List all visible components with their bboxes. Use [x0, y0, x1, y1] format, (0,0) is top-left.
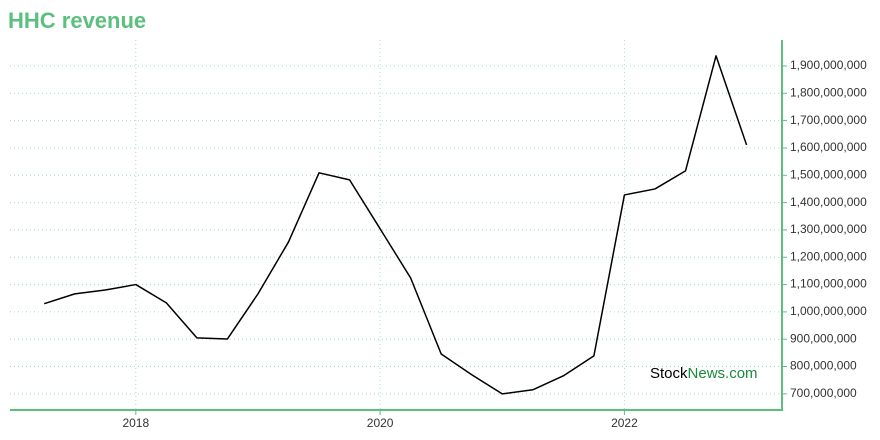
- y-tick-label: 1,900,000,000: [790, 58, 867, 72]
- x-tick-label: 2022: [611, 416, 638, 430]
- y-tick-label: 1,800,000,000: [790, 85, 867, 99]
- y-tick-label: 1,000,000,000: [790, 304, 867, 318]
- y-tick-label: 1,500,000,000: [790, 167, 867, 181]
- y-tick-label: 1,700,000,000: [790, 113, 867, 127]
- line: [43, 55, 748, 395]
- watermark-part: Stock: [650, 365, 688, 382]
- watermark-part: News: [688, 365, 726, 382]
- x-tick-label: 2018: [122, 416, 149, 430]
- y-tick-label: 1,200,000,000: [790, 249, 867, 263]
- y-tick-label: 1,100,000,000: [790, 277, 867, 291]
- watermark: StockNews.com: [650, 365, 758, 382]
- x-tick-label: 2020: [367, 416, 394, 430]
- y-tick-label: 900,000,000: [790, 331, 857, 345]
- y-tick-label: 1,400,000,000: [790, 195, 867, 209]
- chart-title: HHC revenue: [8, 8, 146, 33]
- y-tick-label: 700,000,000: [790, 386, 857, 400]
- y-tick-label: 1,300,000,000: [790, 222, 867, 236]
- watermark-part: .com: [725, 365, 758, 382]
- y-tick-label: 1,600,000,000: [790, 140, 867, 154]
- y-tick-label: 800,000,000: [790, 359, 857, 373]
